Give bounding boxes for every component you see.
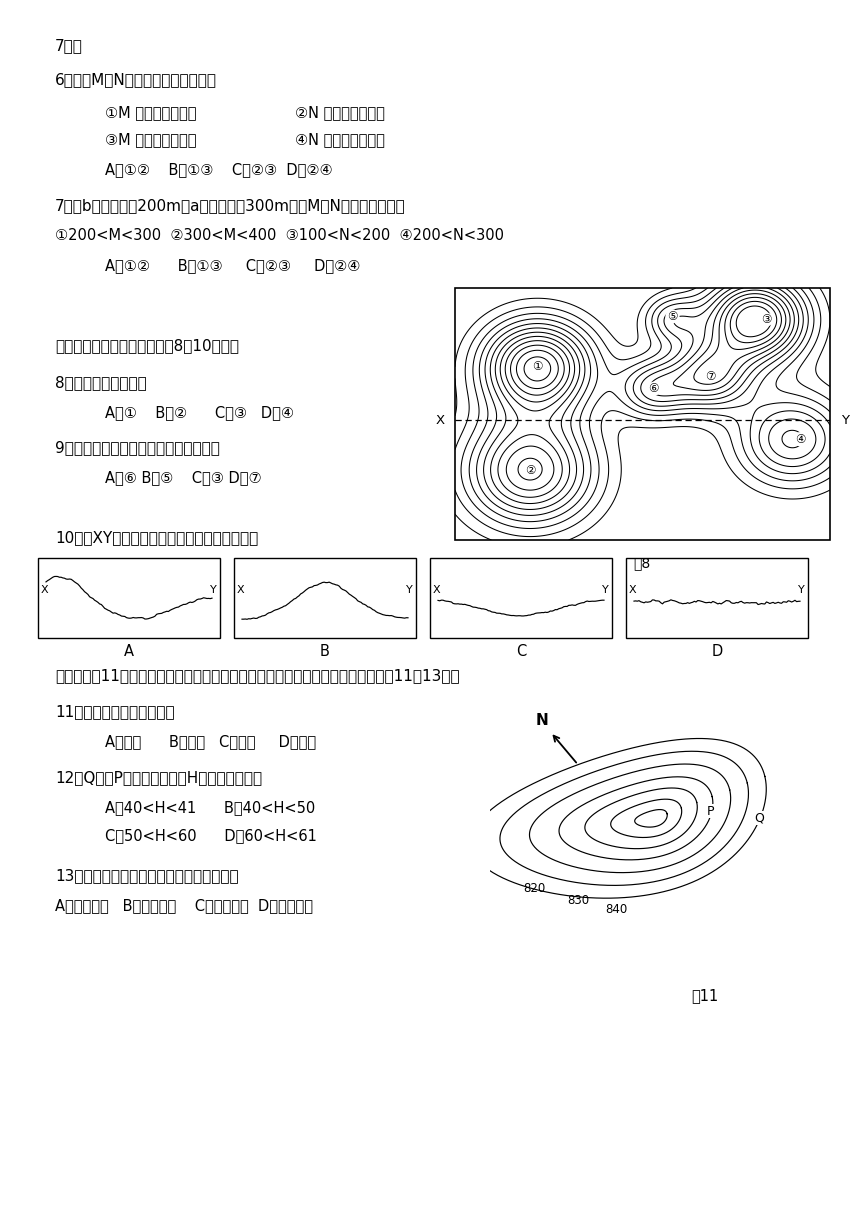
Text: A．①②      B．①③     C．②③     D．②④: A．①② B．①③ C．②③ D．②④ [105, 258, 360, 274]
Text: X: X [629, 585, 636, 595]
Text: 读右侧的等高线地形图，完成8～10小题。: 读右侧的等高线地形图，完成8～10小题。 [55, 338, 239, 353]
Text: ①200<M<300  ②300<M<400  ③100<N<200  ④200<N<300: ①200<M<300 ②300<M<400 ③100<N<200 ④200<N<… [55, 229, 504, 243]
Text: ⑥: ⑥ [648, 382, 659, 395]
Text: ①: ① [532, 360, 543, 373]
Text: 13．该类地形在我国可能广泛分布的地区是: 13．该类地形在我国可能广泛分布的地区是 [55, 868, 238, 883]
Text: 820: 820 [523, 882, 545, 895]
Text: 8．图中地势最高的是: 8．图中地势最高的是 [55, 375, 147, 390]
Text: Y: Y [210, 585, 217, 595]
Text: A．东北      B．西北   C．东南     D．西南: A．东北 B．西北 C．东南 D．西南 [105, 734, 316, 749]
Bar [626, 558, 808, 638]
Text: ③: ③ [761, 313, 771, 326]
Text: A: A [124, 644, 134, 659]
Text: 9．若要修建一座水库，坝址最适宜选在: 9．若要修建一座水库，坝址最适宜选在 [55, 440, 220, 455]
Text: X: X [237, 585, 244, 595]
Text: ⑤: ⑤ [667, 310, 678, 323]
Text: B: B [320, 644, 330, 659]
Text: ④N 为山坡上的小丘: ④N 为山坡上的小丘 [295, 133, 385, 147]
Text: 6．有关M、N两处地形的正确叙述是: 6．有关M、N两处地形的正确叙述是 [55, 72, 217, 88]
Text: Y: Y [406, 585, 413, 595]
Text: A．⑥ B．⑤    C．③ D．⑦: A．⑥ B．⑤ C．③ D．⑦ [105, 471, 261, 485]
Text: 7题：: 7题： [55, 38, 83, 54]
Text: ②N 为山坡上的洼地: ②N 为山坡上的洼地 [295, 105, 385, 120]
Text: 读下图（图11），图中等高线表示一种风力堆积的地表形态（单位：米）。回答第11～13题：: 读下图（图11），图中等高线表示一种风力堆积的地表形态（单位：米）。回答第11～… [55, 668, 459, 683]
Text: 840: 840 [605, 902, 628, 916]
Text: ①M 为山坡上的洼地: ①M 为山坡上的洼地 [105, 105, 196, 120]
Text: Y: Y [798, 585, 805, 595]
Text: 图11: 图11 [691, 987, 718, 1003]
Text: 7．若b海拔高度为200m，a海拔高度为300m，则M、N处的海拔高度为: 7．若b海拔高度为200m，a海拔高度为300m，则M、N处的海拔高度为 [55, 198, 406, 213]
Text: X: X [41, 585, 49, 595]
Bar [430, 558, 612, 638]
Text: A．①②    B．①③    C．②③  D．②④: A．①② B．①③ C．②③ D．②④ [105, 162, 333, 178]
Text: D: D [711, 644, 722, 659]
Text: C: C [516, 644, 526, 659]
Text: A．东北地区   B．东南地区    C．西北地区  D．西南地区: A．东北地区 B．东南地区 C．西北地区 D．西南地区 [55, 897, 313, 913]
Text: Q: Q [754, 812, 765, 824]
Text: ③M 为山坡上的小丘: ③M 为山坡上的小丘 [105, 133, 196, 147]
Text: A．①    B．②      C．③   D．④: A．① B．② C．③ D．④ [105, 405, 294, 420]
Text: X: X [435, 413, 445, 427]
Bar [234, 558, 416, 638]
Text: A．40<H<41      B．40<H<50: A．40<H<41 B．40<H<50 [105, 800, 316, 815]
Text: 12．Q点对P点的相对高度（H）最大可以达到: 12．Q点对P点的相对高度（H）最大可以达到 [55, 770, 262, 786]
Text: Y: Y [841, 413, 849, 427]
Text: N: N [536, 713, 549, 728]
Text: X: X [433, 585, 440, 595]
Text: ④: ④ [795, 433, 805, 446]
Text: P: P [706, 805, 714, 818]
Text: 图8: 图8 [633, 556, 651, 570]
Text: 830: 830 [567, 894, 589, 906]
Text: 10．沿XY一线所作的剖面，最有可能的是．．: 10．沿XY一线所作的剖面，最有可能的是．． [55, 530, 258, 545]
Text: ②: ② [525, 465, 535, 477]
Bar [38, 558, 220, 638]
Text: ⑦: ⑦ [704, 370, 716, 383]
Text: Y: Y [602, 585, 609, 595]
Bar [455, 288, 830, 540]
Text: C．50<H<60      D．60<H<61: C．50<H<60 D．60<H<61 [105, 828, 316, 843]
Text: 11．图示地区的盛行风向是: 11．图示地区的盛行风向是 [55, 704, 175, 719]
